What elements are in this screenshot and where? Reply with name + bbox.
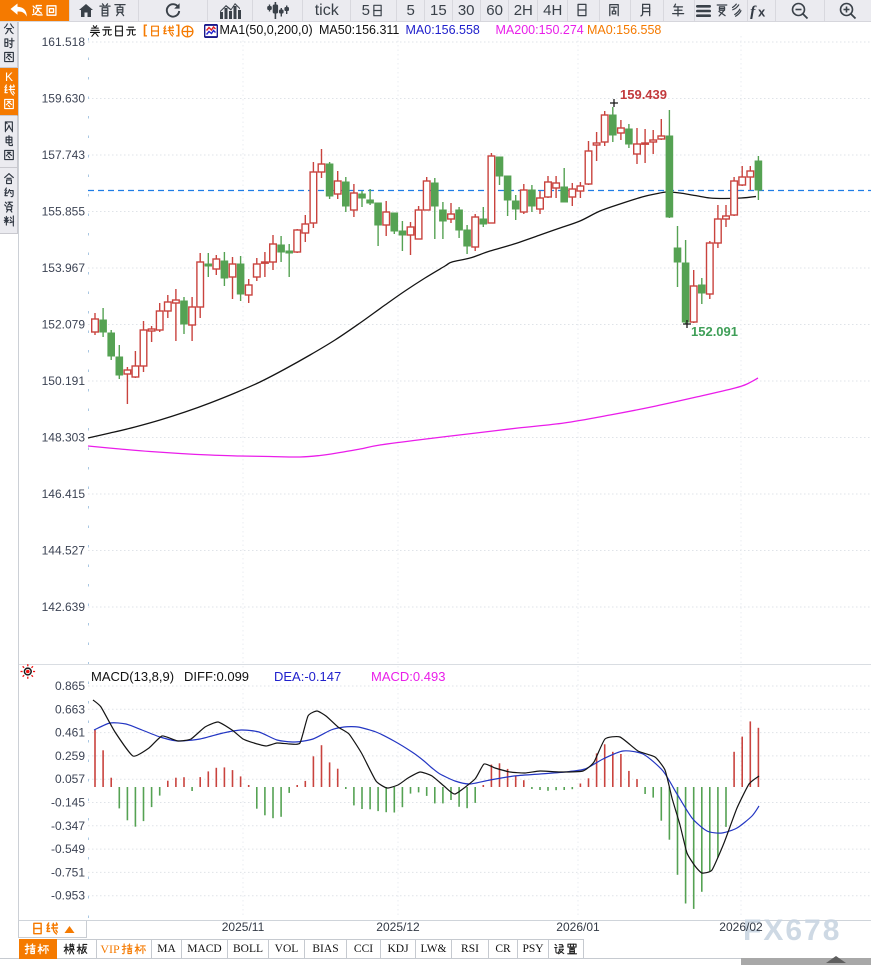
svg-text:0.461: 0.461 — [55, 726, 85, 740]
svg-text:x: x — [758, 4, 766, 19]
svg-text:-0.347: -0.347 — [51, 819, 85, 833]
svg-text:2026/02: 2026/02 — [719, 920, 763, 934]
svg-text:161.518: 161.518 — [42, 35, 86, 49]
svg-text:159.630: 159.630 — [42, 92, 86, 106]
svg-text:150.191: 150.191 — [42, 374, 86, 388]
svg-text:152.091: 152.091 — [691, 324, 738, 339]
svg-text:146.415: 146.415 — [42, 487, 86, 501]
svg-text:-0.953: -0.953 — [51, 889, 85, 903]
svg-text:155.855: 155.855 — [42, 205, 86, 219]
svg-text:DIFF:0.099: DIFF:0.099 — [184, 669, 249, 684]
svg-text:157.743: 157.743 — [42, 148, 86, 162]
svg-text:FX678: FX678 — [743, 914, 841, 947]
svg-text:DEA:-0.147: DEA:-0.147 — [274, 669, 341, 684]
svg-text:-0.751: -0.751 — [51, 865, 85, 879]
svg-text:153.967: 153.967 — [42, 261, 86, 275]
svg-text:159.439: 159.439 — [620, 87, 667, 102]
svg-text:152.079: 152.079 — [42, 318, 86, 332]
svg-text:0.259: 0.259 — [55, 749, 85, 763]
svg-text:2025/11: 2025/11 — [222, 920, 265, 934]
svg-text:2026/01: 2026/01 — [556, 920, 600, 934]
svg-text:144.527: 144.527 — [42, 544, 86, 558]
svg-text:0.865: 0.865 — [55, 679, 85, 693]
svg-text:-0.549: -0.549 — [51, 842, 85, 856]
svg-text:0.057: 0.057 — [55, 772, 85, 786]
svg-text:MACD(13,8,9): MACD(13,8,9) — [91, 669, 174, 684]
svg-text:MACD:0.493: MACD:0.493 — [371, 669, 445, 684]
svg-text:142.639: 142.639 — [42, 600, 86, 614]
svg-text:0.663: 0.663 — [55, 702, 85, 716]
svg-text:f: f — [750, 3, 757, 19]
svg-text:-0.145: -0.145 — [51, 796, 85, 810]
svg-text:K: K — [4, 70, 12, 84]
svg-text:2025/12: 2025/12 — [376, 920, 420, 934]
svg-text:148.303: 148.303 — [42, 431, 86, 445]
